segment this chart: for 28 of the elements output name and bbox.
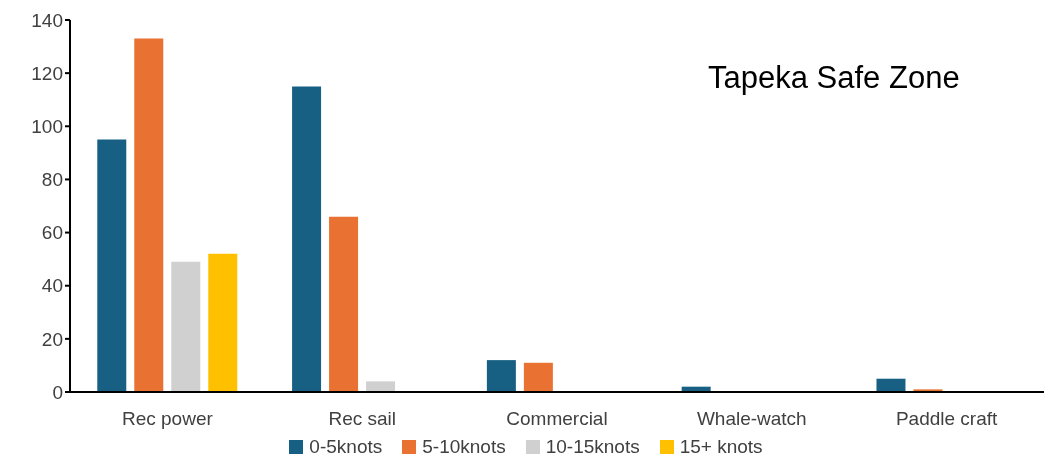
y-tick-label: 120 <box>31 62 63 84</box>
x-tick-label: Commercial <box>506 408 608 430</box>
bar <box>366 381 396 392</box>
legend-label: 10-15knots <box>545 436 640 458</box>
legend-label: 0-5knots <box>309 436 383 458</box>
x-tick-label: Whale-watch <box>696 408 807 430</box>
bar <box>329 216 359 392</box>
bar <box>486 360 516 392</box>
bar <box>97 139 127 392</box>
y-tick-label: 60 <box>41 222 63 244</box>
y-tick-label: 140 <box>31 9 63 31</box>
y-tick-label: 0 <box>52 381 63 403</box>
x-tick-label: Rec sail <box>328 408 396 430</box>
bar <box>171 261 201 392</box>
text: Tapeka Safe Zone <box>708 60 960 96</box>
x-tick-label: Paddle craft <box>895 408 999 430</box>
bar <box>134 38 164 392</box>
bar <box>523 362 553 392</box>
y-tick-label: 40 <box>41 275 63 297</box>
bar <box>876 378 906 392</box>
y-tick-label: 20 <box>41 328 63 350</box>
bar <box>292 86 322 392</box>
bar <box>208 253 238 392</box>
legend-label: 15+ knots <box>679 436 763 458</box>
legend-label: 5-10knots <box>422 436 506 458</box>
x-tick-label: Rec power <box>121 408 214 430</box>
y-tick-label: 100 <box>31 116 63 138</box>
y-tick-label: 80 <box>41 169 63 191</box>
